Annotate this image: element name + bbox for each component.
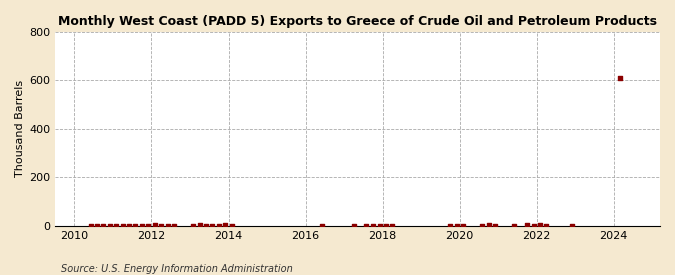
Point <box>194 222 205 227</box>
Point <box>615 76 626 80</box>
Point <box>111 224 122 228</box>
Point <box>156 224 167 228</box>
Point <box>483 222 494 227</box>
Text: Source: U.S. Energy Information Administration: Source: U.S. Energy Information Administ… <box>61 264 292 274</box>
Point <box>136 224 147 228</box>
Point <box>91 224 102 228</box>
Point <box>162 224 173 228</box>
Point <box>124 224 134 228</box>
Point <box>213 224 224 228</box>
Point <box>226 224 237 228</box>
Point <box>380 224 391 228</box>
Point <box>188 224 198 228</box>
Point <box>348 224 359 228</box>
Point <box>143 224 154 228</box>
Point <box>451 224 462 228</box>
Point <box>361 224 372 228</box>
Point <box>117 224 128 228</box>
Point <box>567 224 578 228</box>
Title: Monthly West Coast (PADD 5) Exports to Greece of Crude Oil and Petroleum Product: Monthly West Coast (PADD 5) Exports to G… <box>58 15 657 28</box>
Point <box>522 222 533 227</box>
Point <box>477 224 487 228</box>
Point <box>85 224 96 228</box>
Y-axis label: Thousand Barrels: Thousand Barrels <box>15 80 25 177</box>
Point <box>368 224 379 228</box>
Point <box>509 224 520 228</box>
Point <box>374 224 385 228</box>
Point <box>529 224 539 228</box>
Point <box>317 224 327 228</box>
Point <box>200 224 211 228</box>
Point <box>458 224 468 228</box>
Point <box>105 224 115 228</box>
Point <box>535 222 545 227</box>
Point <box>98 224 109 228</box>
Point <box>149 222 160 227</box>
Point <box>489 224 500 228</box>
Point <box>130 224 140 228</box>
Point <box>207 224 218 228</box>
Point <box>220 222 231 227</box>
Point <box>541 224 551 228</box>
Point <box>445 224 456 228</box>
Point <box>387 224 398 228</box>
Point <box>168 224 179 228</box>
